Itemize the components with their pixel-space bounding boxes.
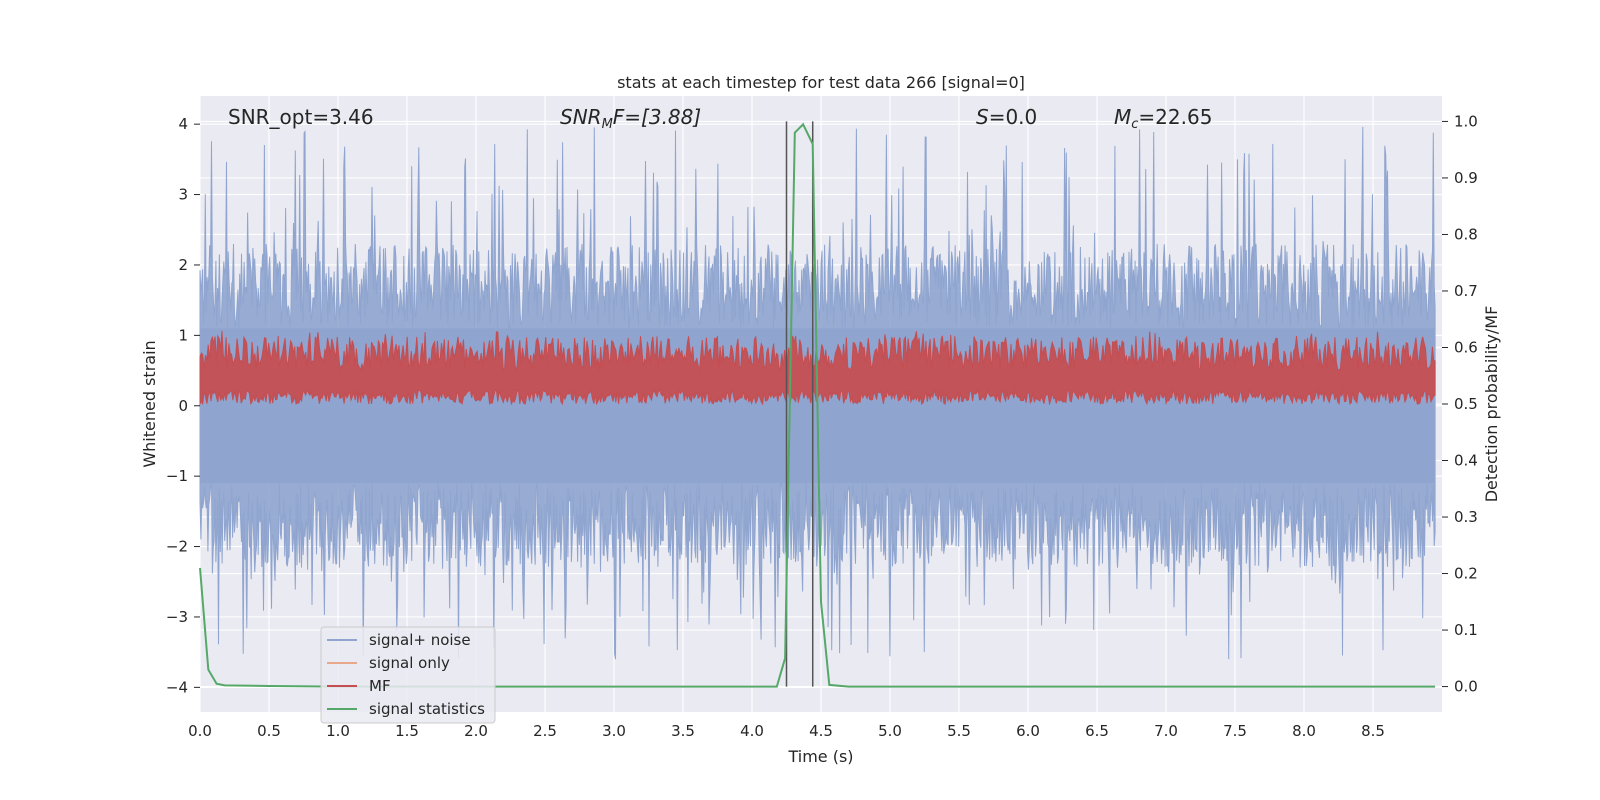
y-right-tick-label: 0.1 [1454,621,1478,639]
x-tick-label: 6.5 [1085,722,1109,740]
y-left-tick-label: −4 [166,678,188,696]
y-left-tick-label: 3 [178,186,188,204]
y-right-axis-label: Detection probability/MF [1482,306,1501,503]
y-left-tick-label: −2 [166,538,188,556]
annotation-mc-base: M [1114,105,1131,129]
y-left-axis-label: Whitened strain [140,340,159,467]
y-right-tick-label: 0.9 [1454,169,1478,187]
y-right-tick-label: 0.6 [1454,338,1478,356]
y-left-tick-label: −1 [166,467,188,485]
y-right-tick-label: 1.0 [1454,112,1478,130]
x-axis-ticks: 0.0 0.5 1.0 1.5 2.0 2.5 3.0 3.5 4.0 4.5 5.0 5.5 6.0 6… [188,722,1385,740]
annotation-snr-opt: SNR_opt=3.46 [228,105,374,129]
annotation-snr-mf-base: SNR [560,105,602,129]
y-left-tick-label: −3 [166,608,188,626]
chart-title: stats at each timestep for test data 266… [617,73,1025,92]
x-tick-label: 4.5 [809,722,833,740]
y-right-tick-label: 0.3 [1454,508,1478,526]
x-tick-label: 5.5 [947,722,971,740]
legend-label-mf: MF [369,677,391,695]
signal-statistics-series [199,122,1436,688]
y-left-tick-label: 4 [178,115,188,133]
y-right-tick-label: 0.8 [1454,225,1478,243]
annotation-s-rest: =0.0 [989,105,1038,129]
x-tick-label: 2.5 [533,722,557,740]
legend-label-signal-statistics: signal statistics [369,700,485,718]
x-tick-label: 7.5 [1223,722,1247,740]
x-tick-label: 7.0 [1154,722,1178,740]
x-tick-label: 0.0 [188,722,212,740]
y-left-tick-label: 2 [178,256,188,274]
annotation-snr-mf-sub: M [602,117,613,132]
legend-box [320,626,496,724]
annotation-mc: Mc=22.65 [1114,105,1212,132]
x-tick-label: 3.5 [671,722,695,740]
y-right-axis-ticks: 1.0 0.9 0.8 0.7 0.6 0.5 0.4 0.3 0.2 0.1 0.0 [1442,112,1478,696]
x-tick-label: 2.0 [464,722,488,740]
legend: signal+ noise signal only MF signal stat… [320,626,496,724]
x-tick-label: 4.0 [740,722,764,740]
y-right-tick-label: 0.4 [1454,452,1478,470]
annotation-s: S=0.0 [976,105,1037,129]
x-axis-label: Time (s) [787,747,853,766]
annotation-s-var: S [976,105,989,129]
legend-label-signal-noise: signal+ noise [369,631,471,649]
x-tick-label: 5.0 [878,722,902,740]
y-right-tick-label: 0.7 [1454,282,1478,300]
x-tick-label: 8.5 [1361,722,1385,740]
x-tick-label: 1.5 [395,722,419,740]
y-left-tick-label: 1 [178,326,188,344]
x-tick-label: 3.0 [602,722,626,740]
y-left-axis-ticks: 4 3 2 1 0 −1 −2 −3 −4 [166,115,200,696]
x-tick-label: 8.0 [1292,722,1316,740]
signal-statistics-line [199,122,1436,688]
y-left-tick-label: 0 [178,397,188,415]
annotation-mc-sub: c [1131,117,1138,132]
legend-label-signal-only: signal only [369,654,450,672]
y-right-tick-label: 0.2 [1454,565,1478,583]
annotation-snr-mf-rest: F=[3.88] [613,105,701,129]
x-tick-label: 1.0 [326,722,350,740]
y-right-tick-label: 0.5 [1454,395,1478,413]
annotation-mc-rest: =22.65 [1138,105,1212,129]
x-tick-label: 6.0 [1016,722,1040,740]
annotation-snr-mf: SNRMF=[3.88] [560,105,701,132]
x-tick-label: 0.5 [257,722,281,740]
y-right-tick-label: 0.0 [1454,678,1478,696]
